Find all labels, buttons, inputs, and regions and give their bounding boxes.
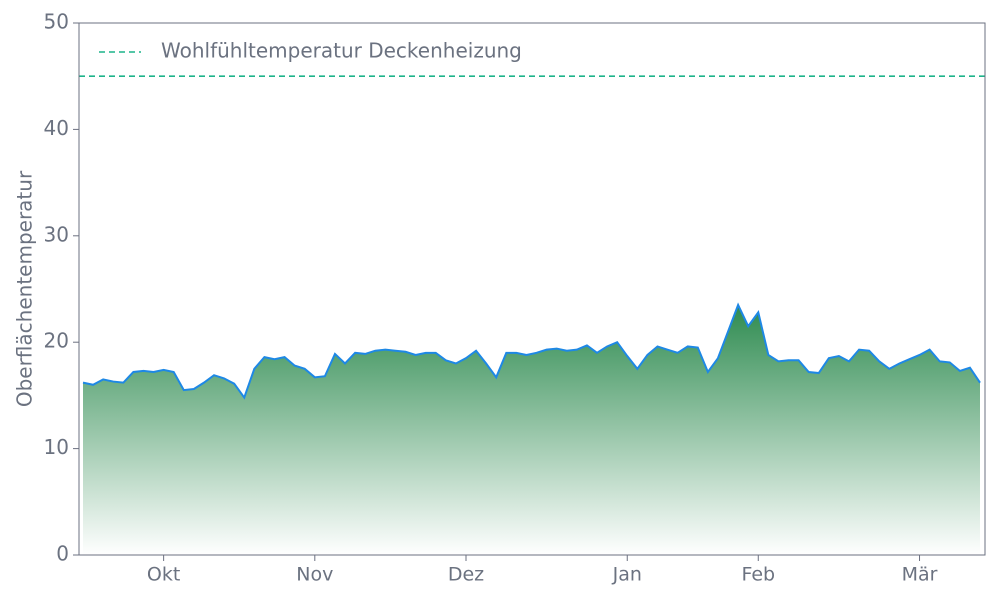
x-tick-label: Mär [902,564,938,586]
legend-label: Wohlfühltemperatur Deckenheizung [161,39,522,63]
line [82,302,981,400]
x-tick-label: Okt [147,564,180,586]
y-axis-label: Oberflächentemperatur [13,170,37,407]
plot-frame [78,22,986,556]
x-tick-label: Nov [296,564,333,586]
y-tick-label: 10 [44,435,69,459]
x-tick-label: Jan [612,564,642,586]
x-tick-label: Dez [448,564,484,586]
y-tick-label: 0 [56,542,69,566]
y-tick-label: 40 [44,116,69,140]
y-tick-label: 20 [44,329,69,353]
area [83,304,980,555]
y-tick-label: 30 [44,222,69,246]
x-tick-label: Feb [741,564,775,586]
y-tick-label: 50 [44,10,69,34]
